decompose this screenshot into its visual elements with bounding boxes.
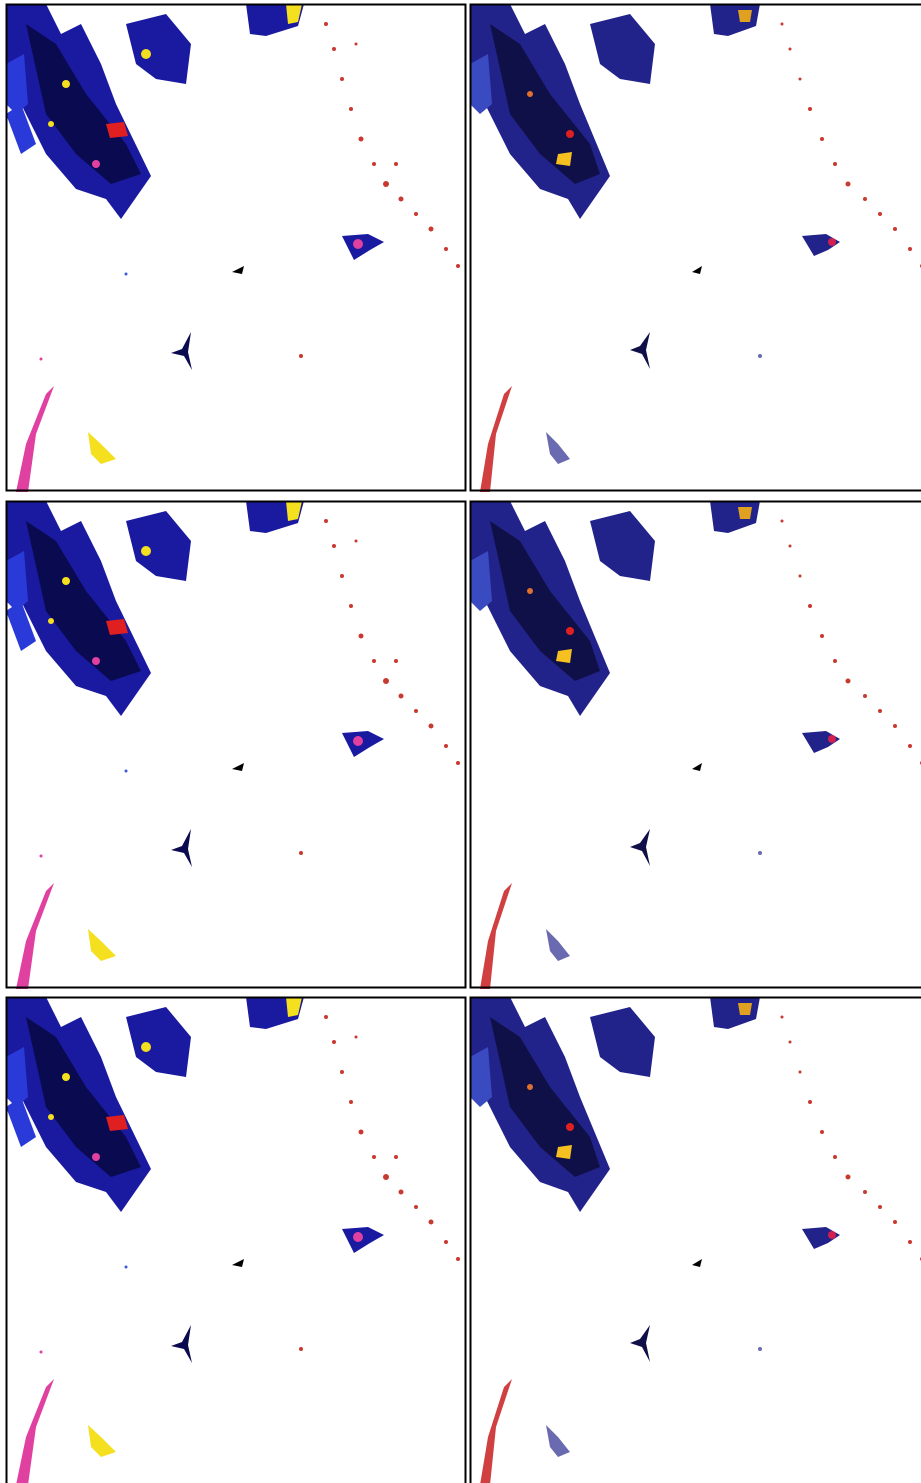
panel-left-3 [6,997,466,1483]
panel-left-1 [6,4,466,492]
panel-left-2 [6,501,466,989]
map-figure [0,0,921,1483]
panel-right-2 [470,501,921,989]
page: (() => { const data = JSON.parse(documen… [0,0,921,1483]
panel-right-1 [470,4,921,492]
panel-right-3 [470,997,921,1483]
